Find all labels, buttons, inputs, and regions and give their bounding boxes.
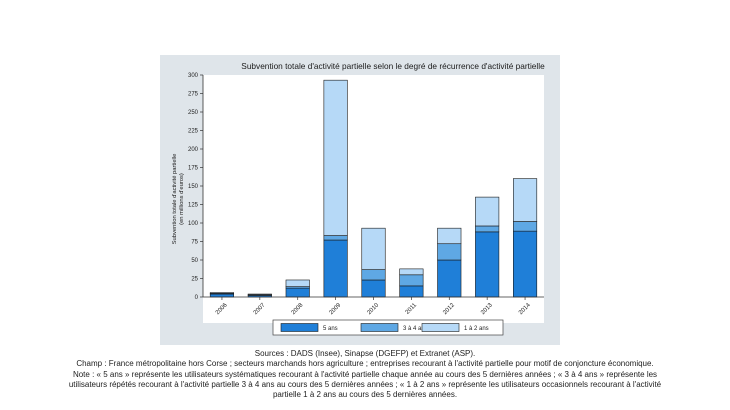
y-tick-label: 125	[188, 203, 199, 209]
bar-segment	[209, 292, 234, 294]
bar-segment	[323, 239, 348, 298]
bars	[209, 79, 538, 298]
y-tick-label: 275	[188, 92, 199, 98]
stacked-bar-chart: Subvention totale d'activité partielle s…	[172, 61, 545, 336]
bar-segment	[475, 231, 500, 298]
y-axis: 0 25 50 75 100 125 150 175 200 225 250 275 300	[188, 73, 204, 301]
bar-segment	[209, 293, 234, 298]
bar-segment	[323, 79, 348, 236]
chart-title: Subvention totale d'activité partielle s…	[241, 61, 545, 71]
bar-segment	[475, 196, 500, 227]
bar-segment	[323, 235, 348, 241]
y-tick-label: 0	[195, 295, 199, 301]
bar-segment	[399, 285, 424, 298]
legend-label: 1 à 2 ans	[464, 326, 489, 332]
bar-segment	[361, 269, 386, 281]
bar-segment	[285, 287, 310, 298]
bar-segment	[437, 259, 462, 298]
figure-notes: Sources : DADS (Insee), Sinapse (DGEFP) …	[60, 349, 670, 400]
bar-segment	[475, 225, 500, 233]
champ-text: Champ : France métropolitaine hors Corse…	[76, 359, 654, 369]
y-tick-label: 150	[188, 184, 199, 190]
legend: 5 ans 3 à 4 ans 1 à 2 ans	[272, 319, 504, 336]
legend-swatch	[421, 323, 460, 332]
bar-segment	[437, 243, 462, 261]
bar-segment	[247, 293, 272, 296]
sources-text: Sources : DADS (Insee), Sinapse (DGEFP) …	[254, 349, 476, 358]
bar-segment	[285, 279, 310, 287]
legend-label: 5 ans	[323, 326, 338, 332]
y-tick-label: 75	[191, 240, 198, 246]
y-tick-label: 225	[188, 129, 199, 135]
bar-segment	[437, 227, 462, 245]
y-tick-label: 25	[191, 277, 198, 283]
bar-segment	[399, 268, 424, 276]
chart-panel: Subvention totale d'activité partielle s…	[160, 55, 560, 345]
legend-swatch	[360, 323, 399, 332]
y-tick-label: 100	[188, 221, 199, 227]
bar-segment	[513, 230, 538, 298]
note-text: Note : « 5 ans » représente les utilisat…	[68, 369, 662, 400]
y-tick-label: 250	[188, 110, 199, 116]
bar-segment	[513, 221, 538, 232]
y-tick-label: 300	[188, 73, 199, 79]
legend-label: 3 à 4 ans	[403, 326, 428, 332]
y-tick-label: 175	[188, 166, 199, 172]
bar-segment	[361, 279, 386, 298]
bar-segment	[513, 178, 538, 222]
y-axis-label: Subvention totale d'activité partielle (…	[172, 154, 185, 245]
y-axis-label-line2: (en millions d'euros)	[179, 173, 185, 225]
y-tick-label: 50	[191, 258, 198, 264]
y-tick-label: 200	[188, 147, 199, 153]
legend-swatch	[280, 323, 319, 332]
y-axis-label-line1: Subvention totale d'activité partielle	[172, 154, 178, 245]
bar-segment	[399, 274, 424, 287]
bar-segment	[361, 227, 386, 270]
